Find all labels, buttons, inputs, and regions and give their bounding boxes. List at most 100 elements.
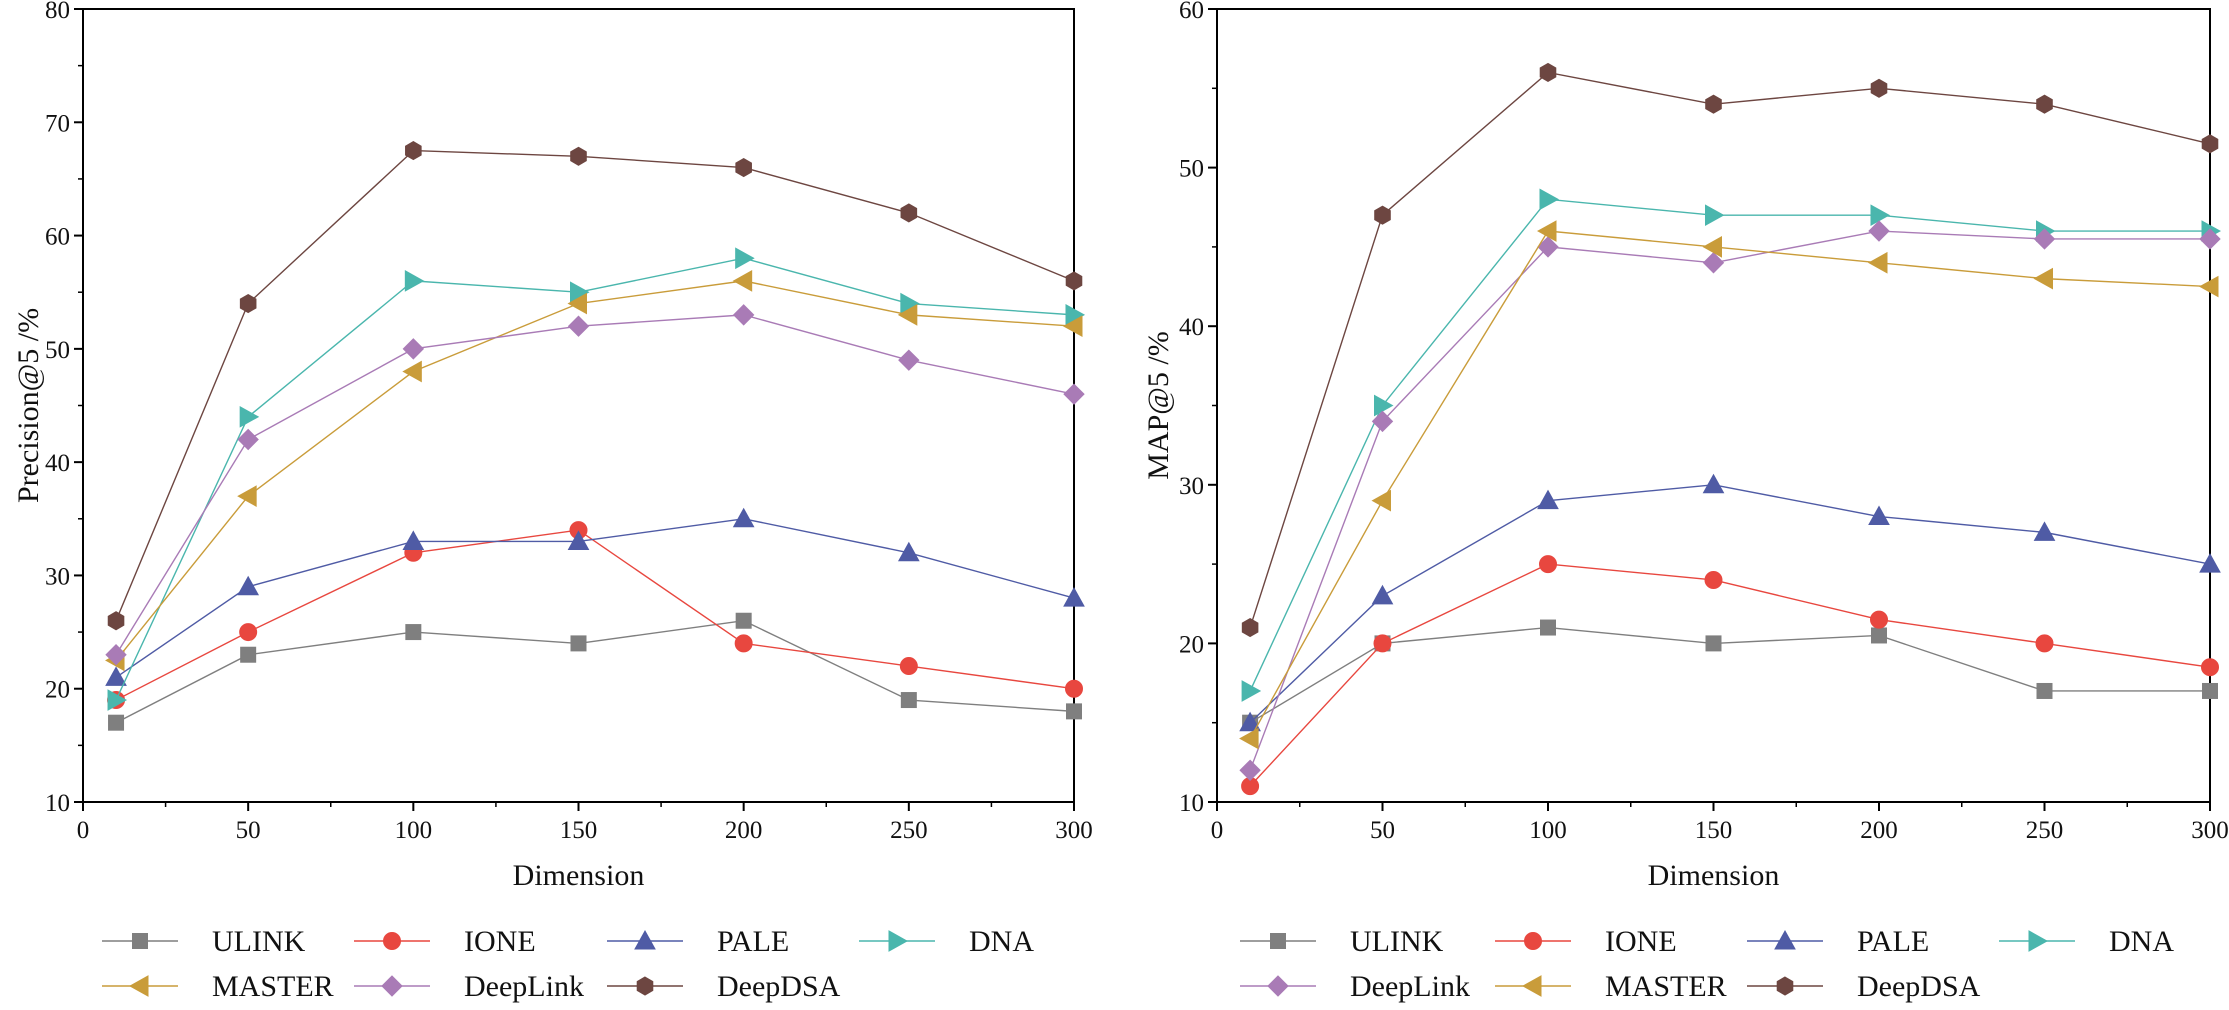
data-point-pale bbox=[1537, 489, 1559, 510]
legend-label: ULINK bbox=[212, 925, 306, 958]
data-point-deeplink bbox=[105, 644, 127, 666]
data-point-deepdsa bbox=[1065, 271, 1083, 291]
data-point-ulink bbox=[405, 624, 422, 641]
series-line-ulink bbox=[1249, 626, 2210, 724]
x-axis-title: Dimension bbox=[1648, 859, 1780, 892]
data-point-deeplink bbox=[1239, 759, 1261, 781]
data-point-ulink bbox=[1066, 703, 1082, 720]
legend-label: DeepDSA bbox=[717, 970, 841, 1003]
y-tick-label: 20 bbox=[45, 677, 70, 704]
data-point-deeplink bbox=[1868, 220, 1890, 242]
data-point-ulink bbox=[108, 714, 125, 731]
data-point-dna bbox=[1705, 204, 1725, 227]
series-dna bbox=[1241, 188, 2222, 702]
data-point-ulink bbox=[900, 692, 917, 709]
x-tick-label: 50 bbox=[1370, 817, 1395, 844]
x-tick-label: 300 bbox=[2191, 817, 2229, 844]
data-point-deepdsa bbox=[1870, 78, 1888, 98]
data-point-pale bbox=[105, 666, 127, 686]
legend-item-ione: IONE bbox=[354, 925, 536, 958]
legend-label: DeepLink bbox=[1350, 970, 1470, 1003]
data-point-pale bbox=[1371, 584, 1394, 605]
legend-label: PALE bbox=[717, 925, 789, 958]
data-point-ulink bbox=[2202, 682, 2218, 699]
series-line-master bbox=[115, 280, 1075, 661]
data-point-master bbox=[1702, 236, 1722, 258]
series-master bbox=[105, 270, 1083, 672]
y-tick-label: 10 bbox=[45, 790, 70, 817]
y-tick-label: 50 bbox=[1179, 156, 1204, 183]
legend-item-deepdsa: DeepDSA bbox=[1747, 970, 1981, 1003]
data-point-ione bbox=[1373, 634, 1392, 653]
data-point-master bbox=[1239, 727, 1259, 750]
legend-label: DNA bbox=[2109, 925, 2174, 958]
series-dna bbox=[107, 247, 1086, 711]
legend-item-ione: IONE bbox=[1495, 925, 1677, 958]
data-point-ulink bbox=[1540, 619, 1556, 636]
legend-label: ULINK bbox=[1350, 925, 1444, 958]
data-point-ulink bbox=[240, 646, 257, 663]
data-point-dna bbox=[1241, 680, 1262, 702]
legend-item-ulink: ULINK bbox=[102, 925, 306, 958]
legend-item-deeplink: DeepLink bbox=[354, 970, 584, 1003]
legend-label: PALE bbox=[1857, 925, 1929, 958]
x-tick-label: 250 bbox=[2026, 817, 2064, 844]
series-line-deepdsa bbox=[1249, 71, 2211, 628]
data-point-deepdsa bbox=[570, 146, 587, 166]
data-point-ulink bbox=[570, 635, 587, 652]
y-tick-label: 30 bbox=[1179, 473, 1204, 500]
series-ione bbox=[107, 521, 1083, 710]
data-point-deeplink bbox=[1537, 236, 1559, 258]
series-line-ulink bbox=[115, 620, 1075, 724]
data-point-master bbox=[2198, 275, 2219, 298]
data-point-pale bbox=[402, 530, 425, 550]
series-line-ione bbox=[1249, 563, 2211, 787]
legend-marker bbox=[381, 975, 403, 997]
x-tick-label: 200 bbox=[1860, 817, 1898, 844]
series-ulink bbox=[108, 612, 1082, 731]
data-point-ione bbox=[239, 623, 258, 642]
legend-label: DeepLink bbox=[464, 970, 584, 1003]
series-line-master bbox=[1249, 230, 2211, 739]
series-deepdsa bbox=[1241, 62, 2219, 638]
data-point-master bbox=[567, 292, 587, 315]
series-line-pale bbox=[1249, 484, 2211, 724]
legend-marker bbox=[132, 933, 148, 949]
plot-frame bbox=[1216, 8, 2211, 803]
data-point-pale bbox=[1868, 505, 1890, 526]
legend-item-master: MASTER bbox=[1495, 970, 1727, 1003]
data-point-dna bbox=[735, 247, 755, 270]
legend-marker bbox=[888, 930, 909, 952]
x-tick-label: 100 bbox=[395, 817, 433, 844]
data-point-ione bbox=[1065, 679, 1083, 698]
data-point-dna bbox=[404, 270, 425, 292]
data-point-dna bbox=[1374, 394, 1394, 417]
data-point-pale bbox=[732, 507, 755, 528]
data-point-ione bbox=[1704, 570, 1723, 589]
data-point-ulink bbox=[2036, 682, 2053, 699]
data-point-deepdsa bbox=[107, 611, 125, 631]
data-point-dna bbox=[1870, 204, 1891, 227]
chart-panel-2: 0 50 100 150 200 250 300 10 20 30 40 50 60 Dimension M… bbox=[1142, 0, 2229, 1003]
legend-marker bbox=[2028, 930, 2049, 952]
data-point-ione bbox=[1539, 555, 1557, 574]
series-pale bbox=[1239, 473, 2221, 732]
legend-label: MASTER bbox=[1605, 970, 1727, 1003]
y-tick-label: 40 bbox=[1179, 314, 1204, 341]
legend-label: IONE bbox=[464, 925, 536, 958]
legend-marker bbox=[1521, 975, 1542, 997]
series-line-deeplink bbox=[115, 314, 1075, 656]
data-point-ione bbox=[734, 634, 753, 653]
legend-marker bbox=[1270, 933, 1286, 949]
chart-panel-1: 0 50 100 150 200 250 300 10 20 30 40 50 60 70 80 Dimens… bbox=[12, 0, 1093, 1003]
data-point-master bbox=[402, 360, 422, 383]
data-point-deepdsa bbox=[2036, 94, 2053, 114]
y-tick-label: 60 bbox=[45, 224, 70, 251]
series-pale bbox=[105, 507, 1085, 686]
data-point-master bbox=[237, 485, 257, 507]
legend-label: DNA bbox=[969, 925, 1034, 958]
series-ulink bbox=[1242, 619, 2218, 731]
series-deepdsa bbox=[107, 141, 1083, 631]
